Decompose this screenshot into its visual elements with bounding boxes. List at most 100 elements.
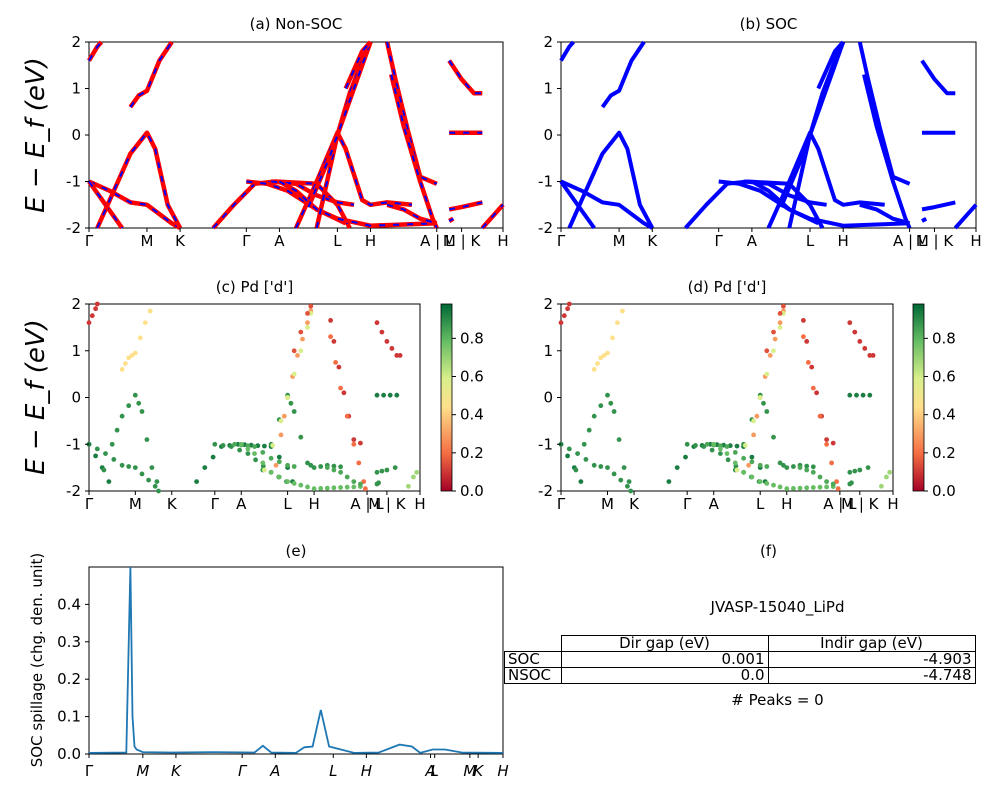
proj-dot [835,486,841,492]
proj-dot [328,318,333,323]
table-header-row: Dir gap (eV) Indir gap (eV) [505,635,976,652]
proj-dot [308,311,314,316]
proj-dot [136,400,142,406]
colorbar-tick-label: 0.4 [932,406,956,424]
proj-dot [252,444,257,449]
band-line [559,40,575,62]
colorbar-tick-label: 0.2 [460,444,484,462]
proj-dot [260,450,266,455]
proj-dot [291,348,297,354]
y-tick-label: -2 [66,482,81,500]
proj-dot [276,454,282,460]
proj-dot [285,462,290,468]
proj-dot [394,353,400,358]
x-tick-label: K [167,495,178,513]
proj-dot [615,320,620,326]
proj-dot [358,440,363,446]
proj-dot [333,360,338,365]
proj-dot [566,301,572,307]
x-tick-label: H [497,232,508,250]
band-line [920,59,956,96]
proj-dot [384,339,390,344]
proj-dot [628,488,634,494]
proj-dot [862,346,868,351]
panel-b-soc [559,40,978,230]
proj-dot [245,451,251,456]
proj-dot [605,465,610,470]
proj-dot [268,455,274,461]
proj-dot [693,443,698,448]
proj-dot [754,413,760,419]
proj-dot [103,451,108,456]
colorbar-d: 0.0 0.2 0.4 0.6 0.8 [912,303,956,500]
proj-dot [361,479,367,484]
proj-dot [732,450,738,455]
proj-dot [93,453,98,459]
proj-dot [829,460,834,466]
proj-dot [809,364,815,370]
band-line [384,41,438,186]
band-line [447,59,483,96]
proj-dot [93,306,98,312]
proj-dot [718,446,723,452]
x-tick-label: M | K [916,232,955,250]
x-tick-label: Γ [85,232,94,250]
x-tick-label: K [171,762,182,780]
band-line [766,130,885,229]
proj-dot [734,467,740,473]
band-line [449,201,483,211]
x-tick-label: Γ [211,495,220,513]
x-tick-label: A | L [350,495,384,513]
spillage-line [88,566,504,754]
proj-dot [106,479,112,484]
proj-dot [202,465,208,470]
panel-e-spillage [88,566,504,755]
band-line [128,40,174,109]
proj-dot [595,361,600,366]
proj-dot [711,441,717,447]
proj-dot [810,385,816,391]
proj-dot [152,483,158,489]
proj-dot [109,441,115,447]
proj-dot [610,335,615,341]
proj-dot [558,320,564,326]
proj-dot [724,451,730,456]
y-tick-label: -1 [538,435,553,453]
band-line [278,180,437,227]
proj-dot [797,465,803,470]
proj-dot [89,313,95,319]
proj-dot [414,469,420,475]
proj-dot [724,444,730,449]
proj-dot [804,463,810,469]
band-line [343,40,373,90]
x-tick-label: L [806,232,815,250]
x-tick-label: H [361,762,372,780]
x-tick-label: Γ [715,232,724,250]
proj-dot [810,485,816,490]
x-tick-label: H [497,762,508,780]
proj-dot [119,462,125,468]
proj-dot [111,457,117,462]
colorbar-tick-label: 0.6 [460,368,484,386]
band-line [743,179,827,207]
proj-dot [884,474,889,480]
proj-dot [278,418,284,424]
band-line [816,40,845,90]
proj-dot [268,469,274,475]
proj-dot [804,339,810,344]
proj-dot [797,485,803,491]
proj-dot [817,474,823,480]
proj-dot [374,320,380,326]
panel-e-frame [88,566,504,755]
proj-dot [772,336,778,342]
proj-dot [810,469,816,475]
proj-dot [300,336,305,342]
proj-dot [146,477,152,483]
x-tick-label: Γ [557,232,566,250]
proj-dot [764,464,770,469]
proj-dot [374,392,380,398]
colorbar-d-ticks: 0.0 0.2 0.4 0.6 0.8 [924,329,956,500]
proj-dot [824,441,829,447]
panel-d-title: (d) Pd ['d'] [687,278,767,296]
proj-dot [260,460,266,466]
